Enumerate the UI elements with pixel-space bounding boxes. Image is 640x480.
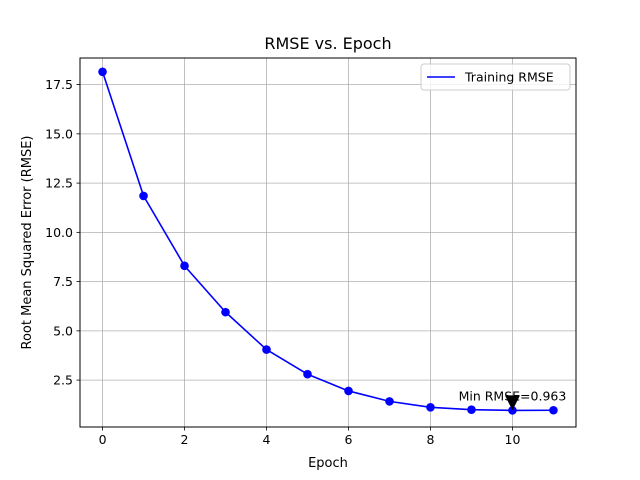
grid-lines	[80, 58, 576, 427]
data-point	[180, 261, 189, 271]
plot-frame	[79, 57, 577, 428]
data-point	[467, 405, 476, 414]
y-tick-label: 5.0	[53, 323, 73, 338]
series-line-training-rmse	[101, 71, 554, 412]
annotation-layer: Min RMSE=0.963	[459, 388, 567, 411]
y-tick-label: 2.5	[53, 373, 73, 388]
data-point	[303, 369, 312, 379]
y-axis-label: Root Mean Squared Error (RMSE)	[20, 136, 35, 350]
x-tick-label: 8	[427, 432, 435, 447]
legend-label-training-rmse: Training RMSE	[464, 70, 554, 85]
x-tick-label: 0	[99, 432, 107, 447]
data-point	[98, 67, 107, 77]
data-point	[549, 405, 558, 415]
data-point	[262, 345, 271, 354]
min-rmse-annotation: Min RMSE=0.963	[459, 388, 567, 403]
x-tick-label: 2	[181, 432, 189, 447]
legend: Training RMSE	[420, 63, 571, 91]
min-rmse-arrow	[504, 395, 520, 411]
data-point	[344, 386, 353, 396]
chart-title: RMSE vs. Epoch	[264, 34, 391, 53]
y-tick-label: 7.5	[53, 274, 73, 289]
y-tick-label: 15.0	[45, 126, 73, 141]
x-tick-label: 10	[505, 432, 521, 447]
x-tick-label: 6	[345, 432, 353, 447]
x-axis-label: Epoch	[308, 456, 348, 471]
data-point	[508, 406, 517, 415]
data-point	[221, 307, 230, 317]
data-point	[385, 397, 394, 406]
data-point	[426, 402, 435, 412]
series-layer	[98, 67, 558, 415]
data-point	[139, 191, 148, 201]
y-tick-label: 12.5	[45, 176, 73, 191]
x-axis-ticks: 0 2 4 6 8 10	[99, 427, 521, 447]
x-tick-label: 4	[263, 432, 271, 447]
legend-box	[420, 63, 571, 91]
y-axis-ticks: 2.5 5.0 7.5 10.0 12.5 15.0 17.5	[45, 77, 80, 388]
y-tick-label: 10.0	[45, 225, 73, 240]
y-tick-label: 17.5	[45, 77, 73, 92]
